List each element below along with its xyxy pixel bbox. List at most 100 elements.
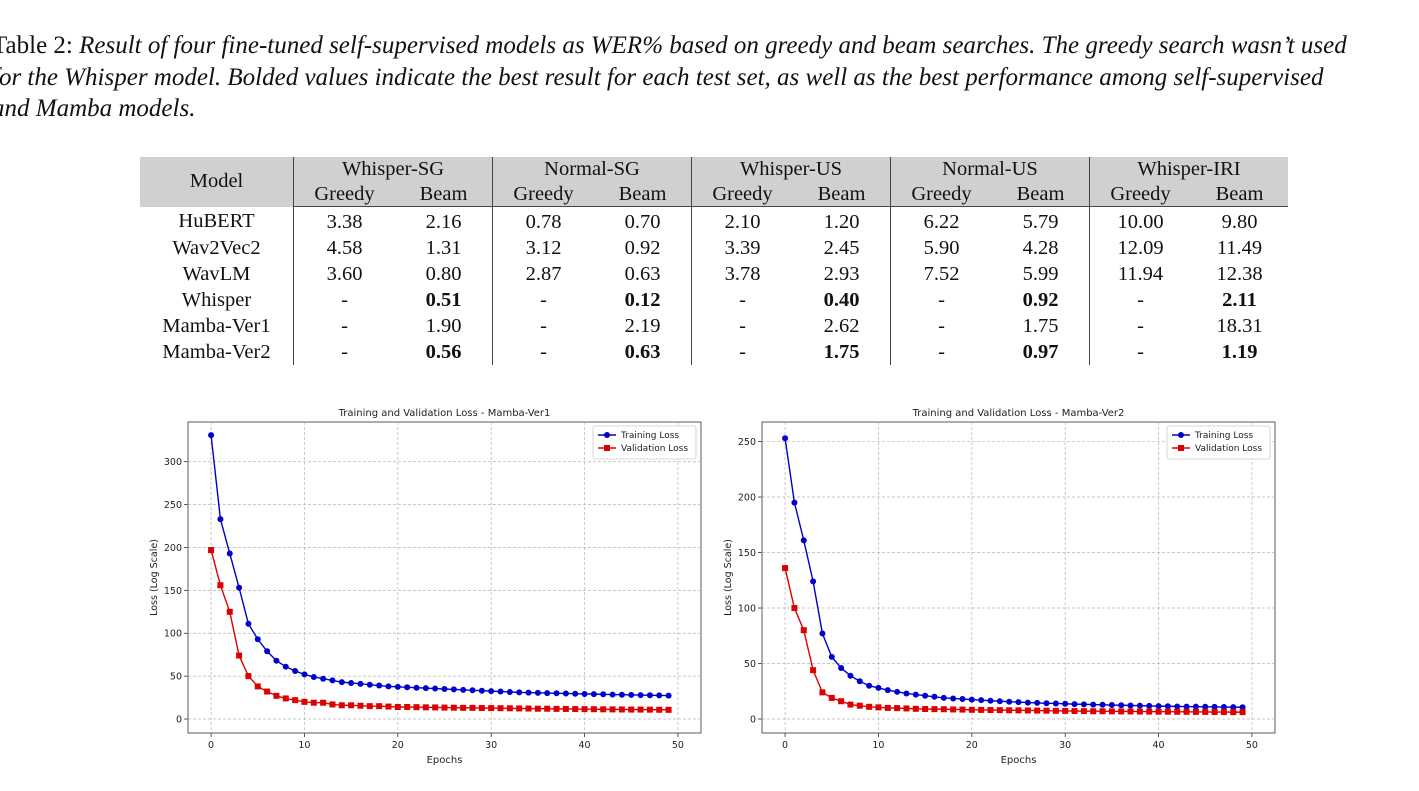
row-model-name: HuBERT [178, 210, 255, 233]
x-tick-label: 20 [966, 740, 978, 751]
validation-loss-point [1118, 708, 1125, 715]
training-loss-point [968, 696, 975, 703]
table-cell: 0.56 [425, 340, 462, 363]
validation-loss-point [1174, 708, 1181, 715]
training-loss-point [628, 691, 635, 698]
validation-loss-point [572, 706, 579, 713]
y-tick-label: 250 [738, 437, 756, 448]
validation-loss-point [338, 702, 345, 709]
table-cell: 0.78 [492, 206, 594, 235]
table-cell: 0.40 [823, 288, 860, 311]
table-cell: 2.11 [1222, 288, 1257, 311]
training-loss-point [348, 679, 355, 686]
validation-loss-point [301, 698, 308, 705]
validation-loss-point [1090, 708, 1097, 715]
training-loss-point [931, 693, 938, 700]
validation-loss-point [348, 702, 355, 709]
training-loss-point [1034, 699, 1041, 706]
validation-loss-point [912, 705, 919, 712]
training-loss-point [609, 691, 616, 698]
validation-loss-point [208, 547, 215, 554]
y-tick-label: 300 [164, 457, 182, 468]
table-cell: 9.80 [1221, 210, 1258, 233]
validation-loss-point [1034, 707, 1041, 714]
validation-loss-point [1192, 708, 1199, 715]
training-loss-point [922, 692, 929, 699]
header-greedy: Greedy [1089, 182, 1191, 207]
table-cell: - [890, 339, 992, 365]
table-row: HuBERT 3.38 2.16 0.78 0.70 2.10 1.20 6.22 5.79 10… [140, 206, 1288, 235]
training-loss-point [1127, 702, 1134, 709]
validation-loss-point [217, 582, 224, 589]
validation-loss-point [1043, 707, 1050, 714]
chart-legend: Training Loss Validation Loss [592, 425, 697, 460]
validation-loss-point [1108, 708, 1115, 715]
training-loss-point [217, 516, 224, 523]
validation-loss-point [819, 689, 826, 696]
training-loss-point [590, 691, 597, 698]
training-loss-point [366, 681, 373, 688]
validation-loss-point [968, 706, 975, 713]
validation-loss-point [1015, 707, 1022, 714]
validation-loss-point [922, 706, 929, 713]
training-loss-point [310, 673, 317, 680]
table-row: Whisper - 0.51 - 0.12 - 0.40 - 0.92 - 2.11 [140, 287, 1288, 313]
validation-loss-point [1080, 708, 1087, 715]
table-cell: - [492, 313, 594, 339]
table-cell: 5.99 [1022, 262, 1059, 285]
training-loss-point [581, 690, 588, 697]
validation-loss-point [273, 692, 280, 699]
training-loss-point [422, 685, 429, 692]
chart-legend: Training Loss Validation Loss [1166, 425, 1271, 460]
training-loss-point [404, 684, 411, 691]
validation-loss-point [581, 706, 588, 713]
training-loss-point [553, 690, 560, 697]
validation-loss-point [646, 706, 653, 713]
training-loss-point [282, 663, 289, 670]
table-cell: 0.92 [1022, 288, 1059, 311]
training-loss-point [996, 698, 1003, 705]
x-tick-label: 40 [1153, 740, 1165, 751]
training-loss-point [800, 537, 807, 544]
table-cell: 2.16 [425, 210, 462, 233]
validation-loss-point [497, 705, 504, 712]
validation-loss-point [1136, 708, 1143, 715]
validation-loss-point [441, 704, 448, 711]
x-tick-label: 40 [579, 740, 591, 751]
training-loss-point [1230, 704, 1237, 711]
training-loss-point [264, 648, 271, 655]
table-cell: 4.58 [293, 235, 395, 261]
training-loss-point [236, 584, 243, 591]
validation-loss-point [903, 705, 910, 712]
validation-loss-point [1024, 707, 1031, 714]
training-loss-point [329, 677, 336, 684]
caption-text-1: Result of four fine-tuned self-supervise… [79, 32, 1347, 59]
header-beam: Beam [992, 182, 1090, 207]
validation-loss-point [590, 706, 597, 713]
table-cell: 0.51 [425, 288, 462, 311]
validation-loss-point [264, 688, 271, 695]
caption-text-2: for the Whisper model. Bolded values ind… [0, 63, 1324, 91]
validation-loss-point [950, 706, 957, 713]
validation-loss-point [488, 705, 495, 712]
training-loss-point [838, 664, 845, 671]
validation-loss-point [1164, 708, 1171, 715]
validation-loss-point [478, 705, 485, 712]
y-axis-label: Loss (Log Scale) [723, 539, 734, 616]
validation-loss-point [1183, 708, 1190, 715]
training-loss-point [791, 499, 798, 506]
legend-box [592, 425, 697, 460]
table-cell: 4.28 [1022, 236, 1059, 259]
chart-title: Training and Validation Loss - Mamba-Ver… [912, 408, 1125, 419]
validation-loss-point [940, 706, 947, 713]
validation-loss-point [413, 704, 420, 711]
validation-loss-point [996, 707, 1003, 714]
training-loss-legend-label: Training Loss [620, 431, 679, 441]
table-cell: 2.87 [492, 261, 594, 287]
training-loss-point [912, 691, 919, 698]
y-tick-label: 250 [164, 500, 182, 511]
table-cell: 5.79 [1022, 210, 1059, 233]
training-loss-point [292, 667, 299, 674]
training-loss-point [987, 697, 994, 704]
validation-loss-point [1071, 708, 1078, 715]
